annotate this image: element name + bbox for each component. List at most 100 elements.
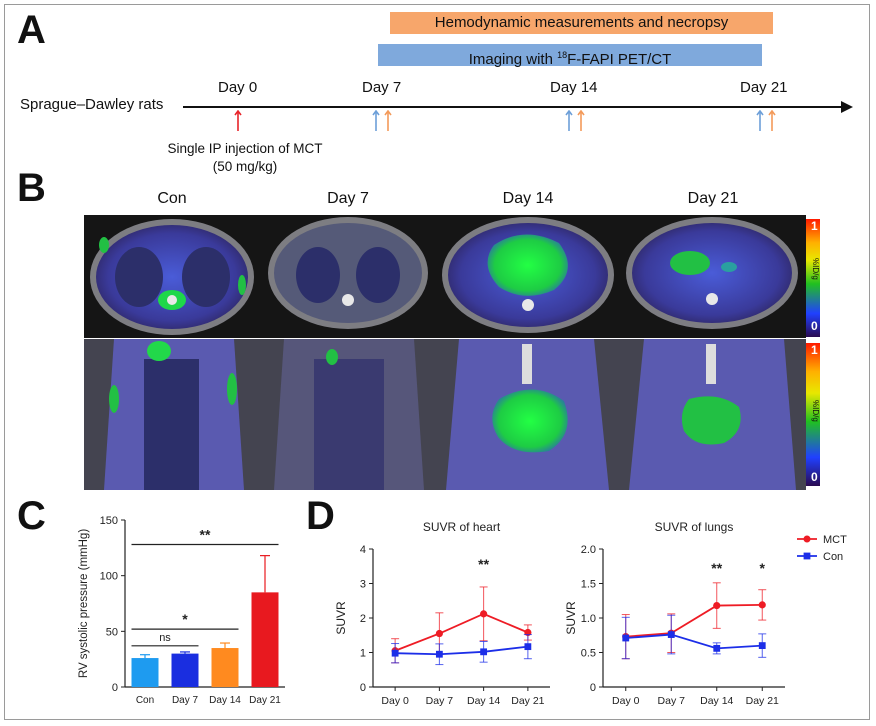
- y-tick-label: 3: [360, 579, 366, 591]
- bar: [131, 658, 159, 687]
- timeline-day-7: Day 7: [362, 79, 402, 96]
- significance-label: *: [182, 611, 188, 627]
- panel-label-b: B: [17, 166, 46, 210]
- hemodynamic-arrow-icon: [384, 110, 392, 131]
- axial-scan-day21: [620, 215, 806, 338]
- y-tick-label: 150: [100, 515, 118, 527]
- imaging-bar-suffix: F-FAPI PET/CT: [567, 51, 672, 68]
- x-tick-label: Day 7: [658, 695, 686, 707]
- bar: [251, 592, 279, 687]
- imaging-bar-isotope: 18: [557, 50, 568, 60]
- imaging-arrow-icon: [372, 110, 380, 131]
- y-tick-label: 100: [100, 571, 118, 583]
- x-tick-label: Day 14: [209, 695, 241, 706]
- data-point: [758, 642, 766, 649]
- y-tick-label: 0.5: [581, 648, 596, 660]
- legend-marker: [803, 552, 811, 560]
- bar: [171, 653, 199, 687]
- column-title-day7: Day 7: [327, 190, 369, 207]
- imaging-arrow-icon: [756, 110, 764, 131]
- y-axis-label: RV systolic pressure (mmHg): [78, 529, 90, 678]
- axial-scan-day7: [260, 215, 436, 338]
- x-tick-label: Day 21: [746, 695, 779, 707]
- panel-label-c: C: [17, 494, 46, 538]
- data-point: [480, 648, 488, 656]
- y-axis-label: SUVR: [334, 601, 348, 635]
- colorscale-bar-axial: [806, 219, 820, 337]
- timeline-day-21: Day 21: [740, 79, 788, 96]
- colorscale-unit-coronal: %ID/g: [811, 400, 820, 422]
- injection-note: Single IP injection of MCT (50 mg/kg): [140, 140, 350, 176]
- hemodynamic-arrow-icon: [577, 110, 585, 131]
- data-point: [758, 601, 766, 609]
- data-point: [667, 631, 675, 638]
- x-tick-label: Day 7: [172, 695, 199, 706]
- timeline-day-14: Day 14: [550, 79, 598, 96]
- x-tick-label: Day 0: [381, 695, 409, 707]
- data-point: [524, 643, 532, 651]
- data-point: [713, 601, 721, 610]
- coronal-scan-day14: [436, 339, 620, 490]
- colorscale-min-axial: 0: [811, 319, 818, 333]
- significance-label: **: [200, 526, 211, 542]
- series-line: [625, 603, 763, 638]
- data-point: [480, 610, 488, 618]
- significance-label: **: [478, 556, 489, 572]
- rv-pressure-chart: 0 50 100 150 RV systolic pressure (mmHg) Con D…: [78, 515, 285, 706]
- pet-ct-axial-row: [84, 215, 806, 338]
- coronal-scan-day21: [620, 339, 806, 490]
- injection-note-line2: (50 mg/kg): [212, 159, 278, 174]
- suvr-heart-chart: SUVR of heart 0 1 2 3 4 SUVR Day 0 Day 7 Day 14 Da…: [334, 520, 550, 707]
- legend-label: MCT: [823, 534, 847, 546]
- column-title-day21: Day 21: [687, 190, 739, 207]
- hemodynamic-arrow-icon: [768, 110, 776, 131]
- y-tick-label: 1.0: [581, 613, 596, 625]
- injection-arrow-icon: [234, 110, 242, 131]
- timeline-arrowhead: [841, 101, 853, 113]
- x-tick-label: Day 14: [700, 695, 733, 707]
- hemodynamic-bar: Hemodynamic measurements and necropsy: [390, 12, 773, 34]
- imaging-bar: Imaging with 18F-FAPI PET/CT: [378, 44, 762, 68]
- y-tick-label: 0: [590, 682, 596, 694]
- coronal-scan-con: [84, 339, 260, 490]
- significance-label: ns: [159, 632, 171, 644]
- colorscale-max-coronal: 1: [811, 343, 818, 357]
- column-title-con: Con: [157, 190, 187, 207]
- data-point: [435, 629, 443, 638]
- chart-title: SUVR of heart: [423, 520, 501, 534]
- data-point: [435, 650, 443, 658]
- column-title-day14: Day 14: [502, 190, 554, 207]
- axial-scan-con: [84, 215, 260, 338]
- y-axis-label: SUVR: [564, 601, 578, 635]
- bar: [211, 648, 239, 687]
- x-tick-label: Day 0: [612, 695, 640, 707]
- y-tick-label: 2.0: [581, 544, 596, 556]
- y-tick-label: 4: [360, 544, 366, 556]
- y-tick-label: 2: [360, 613, 366, 625]
- y-tick-label: 50: [106, 626, 118, 638]
- panel-label-a: A: [17, 8, 46, 52]
- x-tick-label: Day 14: [467, 695, 500, 707]
- figure-frame: [4, 4, 870, 720]
- rat-label: Sprague–Dawley rats: [20, 96, 164, 113]
- imaging-bar-prefix: Imaging with: [468, 51, 558, 68]
- pet-ct-coronal-row: [84, 339, 806, 490]
- colorscale-min-coronal: 0: [811, 470, 818, 484]
- series-line: [625, 633, 763, 650]
- timeline-day-0: Day 0: [218, 79, 258, 96]
- y-tick-label: 0: [112, 682, 118, 694]
- colorscale-unit-axial: %ID/g: [811, 258, 820, 280]
- timeline-axis: [183, 106, 843, 108]
- colorscale-bar-coronal: [806, 343, 820, 486]
- series-line: [394, 612, 529, 652]
- colorscale-max-axial: 1: [811, 219, 818, 233]
- data-point: [713, 644, 721, 652]
- x-tick-label: Day 21: [511, 695, 544, 707]
- y-tick-label: 1.5: [581, 579, 596, 591]
- axial-scan-day14: [436, 215, 620, 338]
- x-tick-label: Day 21: [249, 695, 281, 706]
- series-line: [395, 645, 528, 656]
- imaging-arrow-icon: [565, 110, 573, 131]
- y-tick-label: 0: [360, 682, 366, 694]
- x-tick-label: Day 7: [426, 695, 454, 707]
